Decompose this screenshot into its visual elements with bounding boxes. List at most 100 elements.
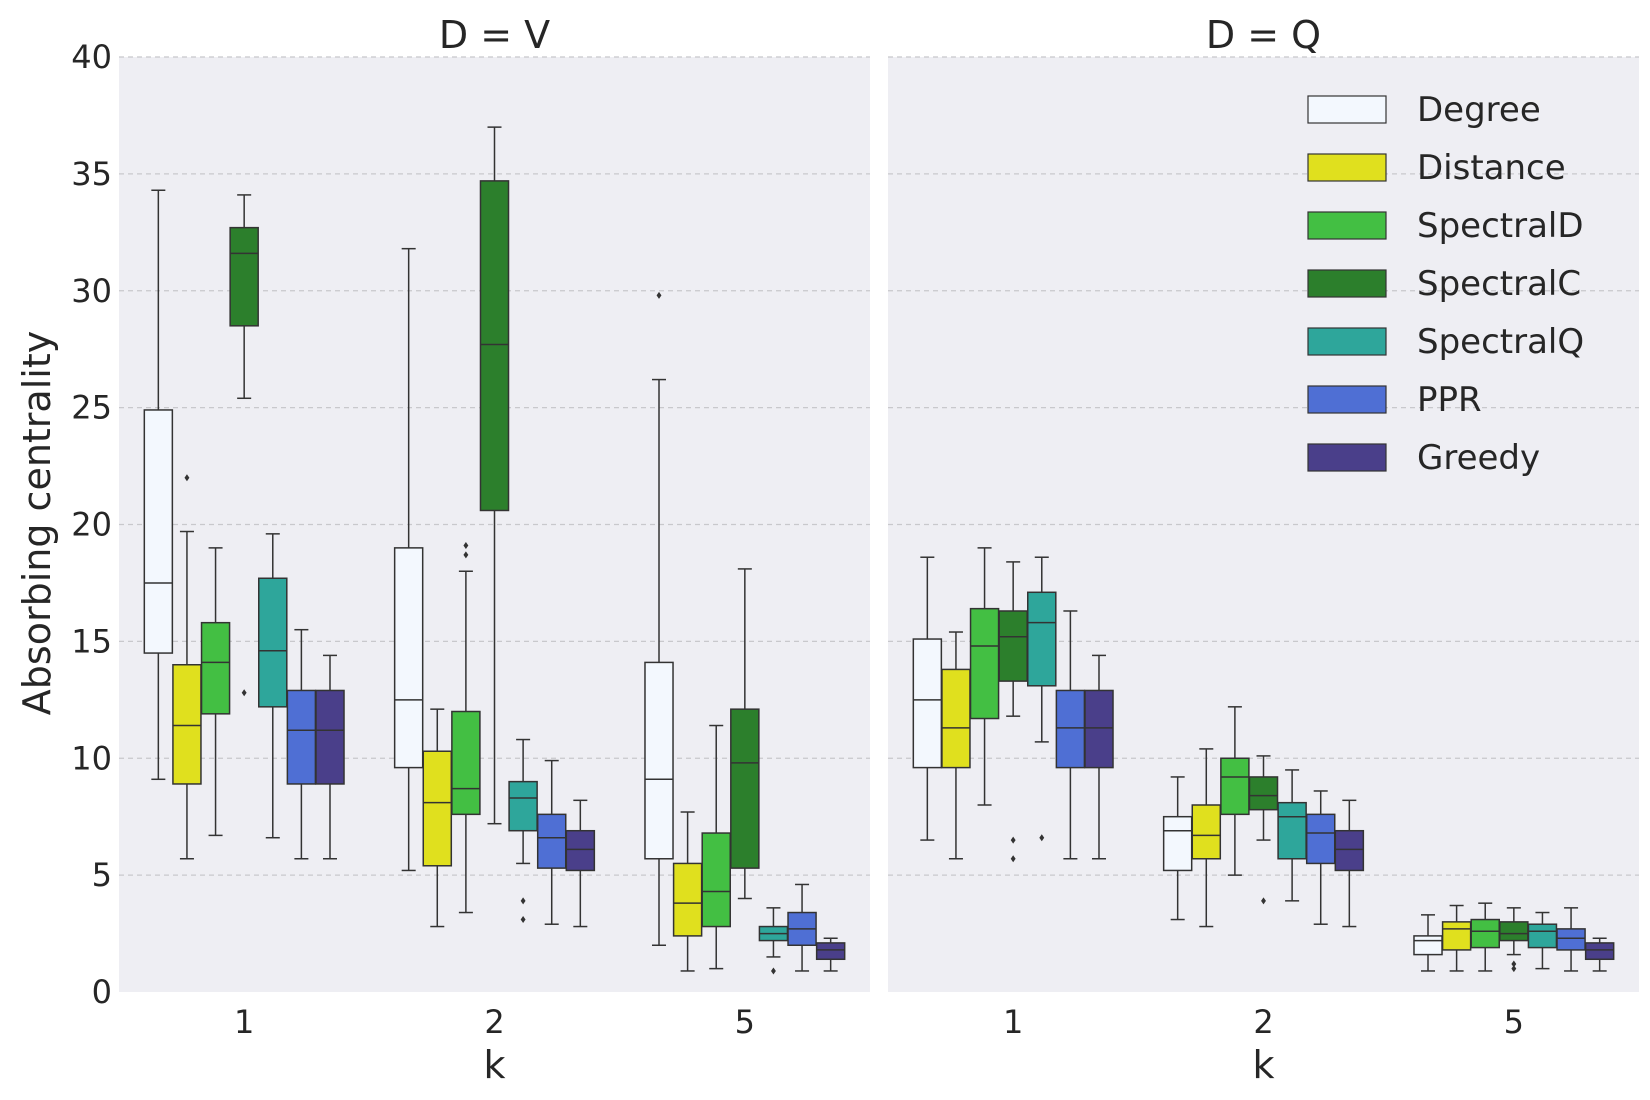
legend-swatch — [1307, 95, 1387, 124]
outlier-point — [463, 551, 469, 559]
box-body — [1162, 815, 1193, 872]
outlier-point — [241, 689, 247, 697]
box-greedy — [315, 654, 345, 860]
box-greedy — [565, 799, 596, 928]
box-body — [143, 409, 174, 654]
box-degree — [644, 291, 674, 946]
legend-label: Distance — [1417, 148, 1566, 188]
outlier-point — [1511, 965, 1517, 973]
box-spectrald — [1220, 706, 1250, 876]
box-body — [1470, 918, 1500, 949]
box-spectralc — [479, 126, 510, 825]
box-body — [1055, 689, 1086, 769]
y-tick-label: 15 — [71, 622, 112, 660]
box-degree — [143, 189, 174, 781]
legend-swatch — [1307, 153, 1387, 182]
legend-label: Greedy — [1417, 438, 1540, 478]
box-ppr — [1055, 610, 1086, 860]
outlier-point — [656, 291, 662, 299]
legend-item-degree: Degree — [1307, 90, 1541, 130]
box-body — [1527, 923, 1558, 949]
box-body — [969, 607, 1000, 720]
box-body — [229, 226, 259, 327]
legend-item-ppr: PPR — [1307, 380, 1482, 420]
legend: Degree Distance SpectralD SpectralC Spectral… — [1307, 90, 1584, 478]
box-body — [912, 638, 943, 769]
legend-label: SpectralD — [1417, 206, 1584, 246]
box-greedy — [1334, 799, 1365, 928]
legend-swatch — [1307, 385, 1387, 414]
box-body — [998, 610, 1028, 682]
box-spectralc — [730, 568, 760, 900]
x-tick-label: 1 — [234, 1003, 254, 1041]
box-spectralc — [1248, 755, 1279, 905]
x-tick-label: 5 — [735, 1003, 755, 1041]
y-tick-label: 25 — [71, 389, 112, 427]
box-greedy — [815, 937, 846, 972]
outlier-point — [184, 474, 190, 482]
box-ppr — [1556, 907, 1586, 972]
box-body — [1248, 776, 1279, 811]
box-body — [815, 942, 846, 961]
category-group — [143, 189, 345, 860]
box-body — [1191, 804, 1222, 860]
y-tick-label: 30 — [71, 272, 112, 310]
box-body — [258, 577, 288, 708]
box-greedy — [1084, 654, 1114, 860]
box-body — [451, 710, 481, 816]
box-spectralq — [258, 533, 288, 839]
legend-label: Degree — [1417, 90, 1541, 130]
box-degree — [1162, 776, 1193, 921]
y-tick-label: 20 — [71, 506, 112, 544]
panels-layer: D = V k 1 2 5 D = Q k 1 2 5 — [119, 13, 1639, 1087]
box-body — [422, 750, 453, 867]
box-body — [1556, 928, 1586, 951]
category-group — [1162, 706, 1365, 928]
box-distance — [1441, 904, 1472, 972]
legend-item-distance: Distance — [1307, 148, 1566, 188]
legend-swatch — [1307, 269, 1387, 298]
box-degree — [393, 247, 424, 872]
box-body — [1084, 689, 1114, 769]
box-distance — [1191, 748, 1222, 928]
box-distance — [941, 631, 971, 860]
box-greedy — [1584, 937, 1615, 972]
legend-swatch — [1307, 443, 1387, 472]
box-body — [1413, 935, 1443, 956]
y-axis-label: Absorbing centrality — [15, 331, 59, 715]
legend-swatch — [1307, 211, 1387, 240]
outlier-point — [520, 916, 526, 924]
box-body — [1027, 591, 1057, 687]
box-body — [1584, 942, 1615, 961]
box-spectralc — [229, 194, 259, 697]
box-body — [1441, 921, 1472, 951]
legend-swatch — [1307, 327, 1387, 356]
outlier-point — [770, 967, 776, 975]
x-tick-label: 5 — [1504, 1003, 1524, 1041]
legend-item-greedy: Greedy — [1307, 438, 1540, 478]
legend-label: SpectralC — [1417, 264, 1581, 304]
box-distance — [422, 708, 453, 928]
x-tick-label: 1 — [1003, 1003, 1023, 1041]
box-body — [393, 547, 424, 769]
y-tick-label: 0 — [92, 973, 112, 1011]
outlier-point — [463, 542, 469, 550]
panel-title: D = Q — [1206, 13, 1321, 57]
box-body — [730, 708, 760, 869]
y-tick-label: 40 — [71, 38, 112, 76]
box-body — [315, 689, 345, 785]
box-body — [200, 621, 231, 715]
box-body — [644, 661, 674, 860]
box-body — [1220, 757, 1250, 816]
box-body — [565, 829, 596, 872]
box-distance — [172, 474, 202, 860]
box-spectrald — [451, 542, 481, 914]
outlier-point — [520, 897, 526, 905]
box-body — [479, 180, 510, 512]
panel-1: D = V k 1 2 5 — [119, 13, 870, 1087]
legend-item-spectralq: SpectralQ — [1307, 322, 1584, 362]
box-body — [536, 813, 567, 869]
box-ppr — [1305, 790, 1336, 925]
outlier-point — [1511, 960, 1517, 968]
